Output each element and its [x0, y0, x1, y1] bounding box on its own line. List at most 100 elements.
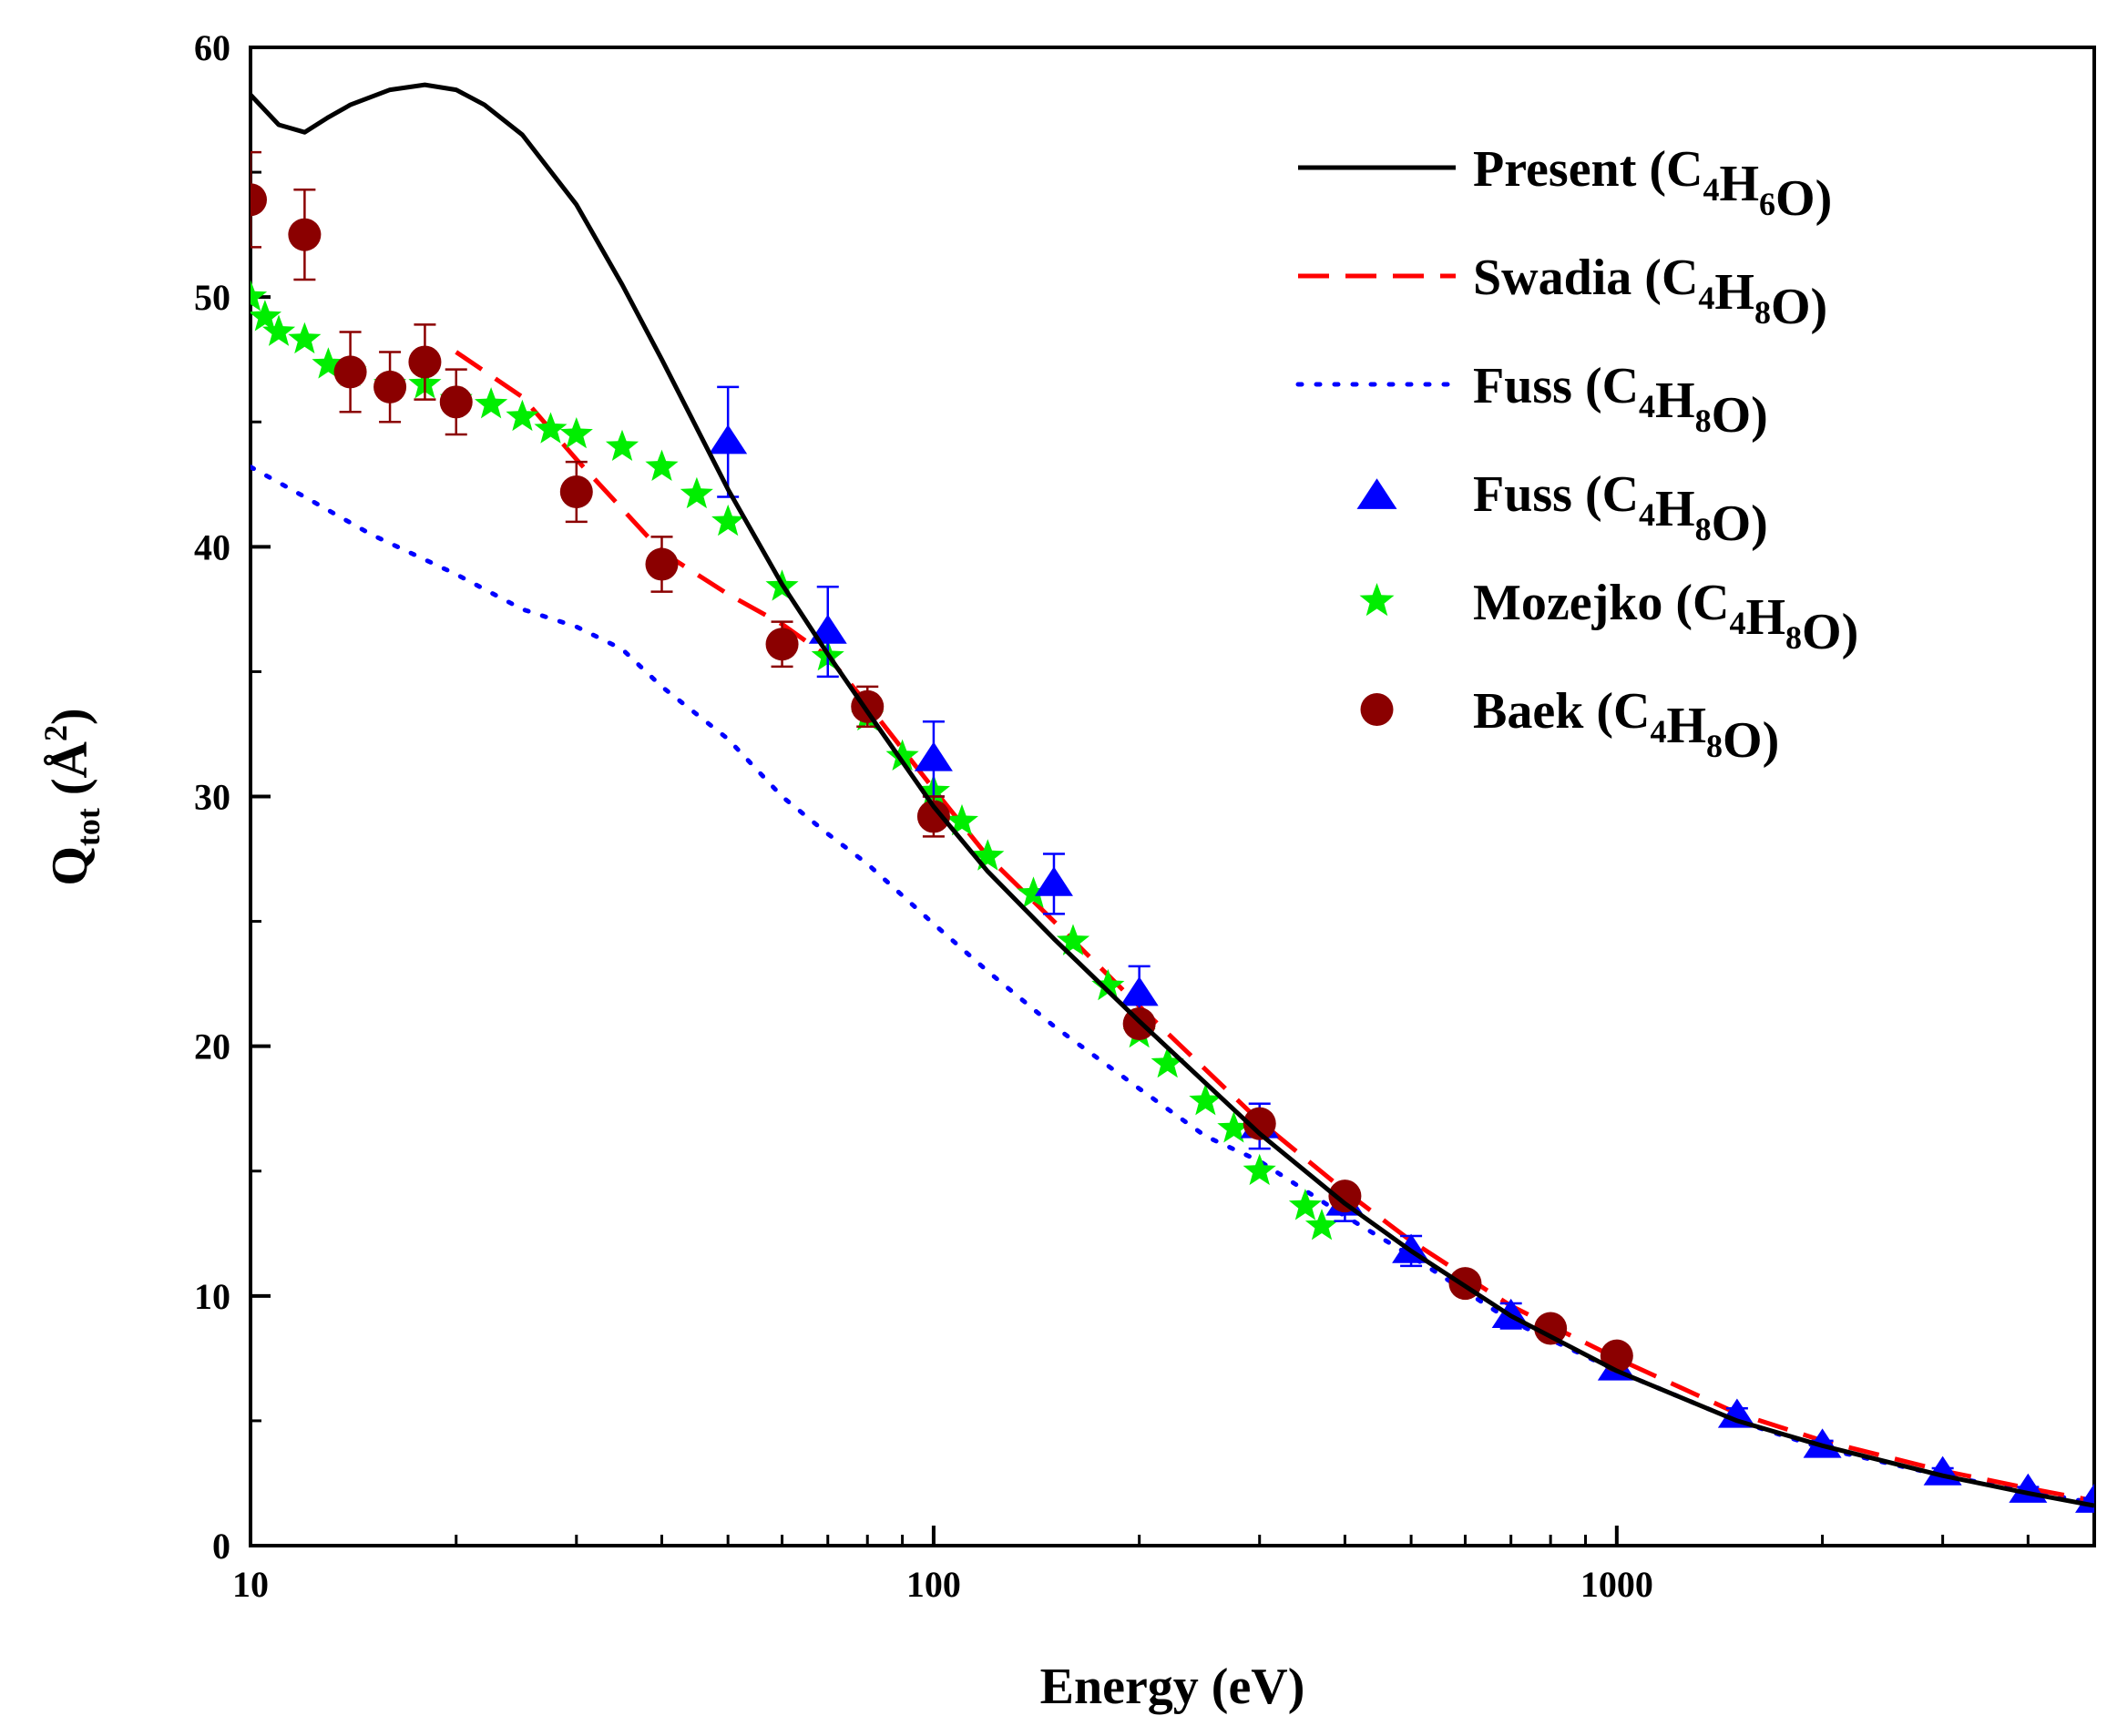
data-point-mozejko-c4h8o: [251, 300, 281, 332]
legend-formula-element: O: [1712, 495, 1752, 552]
data-point-mozejko-c4h8o: [1189, 1084, 1222, 1116]
y-axis-title: Qtot (Å2): [37, 708, 107, 885]
legend-formula-element: C: [1602, 466, 1639, 523]
legend-label: Present (C4H6O): [1473, 141, 1832, 227]
y-tick-label: 50: [194, 277, 230, 318]
data-point-mozejko-c4h8o: [971, 839, 1005, 871]
legend-close-paren: ): [1763, 712, 1780, 769]
legend-formula-element: C: [1602, 358, 1639, 414]
plot-frame: [249, 46, 2096, 1547]
legend-formula-element: H: [1655, 481, 1695, 537]
y-tick-label: 40: [194, 526, 230, 567]
data-point-fuss-c4h8o-data: [709, 424, 748, 454]
x-tick-label: 1000: [1580, 1564, 1653, 1605]
data-point-fuss-c4h8o-data: [1120, 976, 1159, 1006]
legend-name: Present (: [1473, 141, 1666, 198]
data-point-mozejko-c4h8o: [1217, 1111, 1251, 1143]
data-point-baek-c4h8o: [1328, 1179, 1362, 1213]
legend-formula-element: C: [1613, 683, 1650, 740]
legend-formula-subscript: 4: [1639, 388, 1655, 424]
y-tick-label: 30: [194, 777, 230, 818]
data-point-mozejko-c4h8o: [605, 429, 639, 461]
legend-swatch: [1360, 693, 1394, 726]
legend-formula-element: C: [1693, 575, 1729, 631]
series-line-present-c4h6o: [251, 82, 2094, 1508]
legend-item-fuss-c4h8o-data: Fuss (C4H8O): [1356, 466, 1768, 552]
legend-swatch: [1359, 583, 1395, 617]
legend-close-paren: ): [1751, 387, 1768, 444]
legend-label: Mozejko (C4H8O): [1473, 575, 1858, 660]
legend-label: Fuss (C4H8O): [1473, 358, 1768, 444]
data-point-mozejko-c4h8o: [680, 476, 713, 509]
legend-formula-element: H: [1719, 156, 1759, 212]
data-point-baek-c4h8o: [373, 370, 407, 403]
legend-close-paren: ): [1842, 604, 1859, 660]
legend-swatch: [1356, 478, 1397, 509]
legend-formula-element: C: [1662, 250, 1698, 306]
series-line-fuss-c4h8o: [251, 465, 2094, 1506]
legend-close-paren: ): [1815, 170, 1833, 227]
series-layer: [251, 82, 2094, 1513]
data-point-mozejko-c4h8o: [475, 387, 508, 419]
data-point-mozejko-c4h8o: [559, 417, 593, 449]
x-tick-label: 10: [232, 1564, 269, 1605]
data-point-mozejko-c4h8o: [1017, 876, 1050, 908]
legend-formula-subscript: 4: [1650, 713, 1666, 750]
x-tick-label: 100: [906, 1564, 961, 1605]
legend-formula-subscript: 8: [1785, 619, 1802, 656]
legend-formula-element: H: [1666, 698, 1706, 754]
data-point-fuss-c4h8o-data: [2075, 1483, 2094, 1513]
data-point-mozejko-c4h8o: [1091, 968, 1125, 1001]
data-point-mozejko-c4h8o: [312, 347, 345, 379]
legend-formula-element: O: [1802, 604, 1842, 660]
legend-name: Fuss (: [1473, 358, 1602, 414]
legend-formula-subscript: 4: [1703, 171, 1719, 208]
series-mozejko-c4h8o: [251, 280, 1339, 1241]
y-axis-title-close: ): [42, 708, 98, 725]
legend-item-baek-c4h8o: Baek (C4H8O): [1360, 683, 1780, 769]
legend-formula-subscript: 4: [1698, 280, 1714, 316]
y-axis-title-main: Q: [42, 846, 98, 886]
legend-item-swadia-c4h8o: Swadia (C4H8O): [1298, 250, 1827, 335]
data-point-fuss-c4h8o-data: [914, 741, 953, 771]
series-fuss-c4h8o-data: [709, 385, 2094, 1513]
legend-close-paren: ): [1751, 495, 1768, 552]
data-point-mozejko-c4h8o: [506, 399, 539, 432]
data-point-mozejko-c4h8o: [1304, 1209, 1339, 1241]
legend-formula-element: O: [1723, 712, 1763, 769]
data-point-baek-c4h8o: [916, 800, 950, 833]
legend-formula-subscript: 8: [1695, 511, 1712, 547]
legend-formula-subscript: 8: [1706, 728, 1723, 764]
y-axis-title-sup: 2: [37, 725, 74, 741]
legend-formula-subscript: 8: [1754, 294, 1771, 331]
legend-label: Swadia (C4H8O): [1473, 250, 1827, 335]
x-axis-title: Energy (eV): [1040, 1659, 1305, 1715]
legend-formula-subscript: 6: [1759, 186, 1775, 222]
data-point-fuss-c4h8o-data: [1717, 1398, 1756, 1428]
legend-formula-subscript: 8: [1695, 403, 1712, 439]
legend-formula-subscript: 4: [1639, 496, 1655, 533]
axis-ticks: [249, 46, 2096, 1547]
series-line-swadia-c4h8o: [455, 350, 2094, 1504]
legend-name: Fuss (: [1473, 466, 1602, 523]
legend-formula-element: O: [1775, 170, 1815, 227]
legend-formula-element: C: [1666, 141, 1703, 198]
data-point-baek-c4h8o: [1534, 1312, 1568, 1345]
legend-item-fuss-c4h8o: Fuss (C4H8O): [1295, 358, 1768, 444]
y-tick-label: 60: [194, 27, 230, 68]
data-point-mozejko-c4h8o: [711, 504, 745, 536]
series-fuss-c4h8o: [251, 465, 2094, 1506]
data-point-mozejko-c4h8o: [251, 280, 268, 311]
svg-text:Qtot (Å2): Qtot (Å2): [37, 708, 107, 885]
data-point-baek-c4h8o: [439, 385, 473, 419]
legend-item-mozejko-c4h8o: Mozejko (C4H8O): [1359, 575, 1858, 660]
data-point-mozejko-c4h8o: [262, 314, 296, 346]
data-point-mozejko-c4h8o: [645, 449, 679, 481]
data-point-fuss-c4h8o-data: [1803, 1428, 1842, 1458]
y-tick-label: 20: [194, 1026, 230, 1067]
data-point-mozejko-c4h8o: [885, 739, 919, 771]
data-point-baek-c4h8o: [645, 547, 679, 581]
data-point-baek-c4h8o: [1243, 1107, 1276, 1140]
